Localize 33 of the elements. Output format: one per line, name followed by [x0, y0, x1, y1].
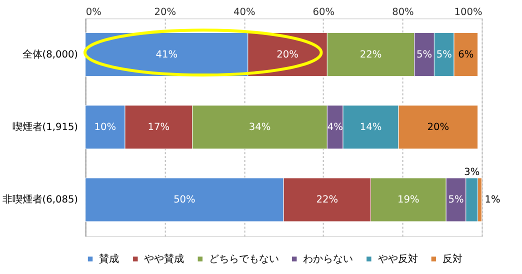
- data-label: 5%: [436, 49, 452, 60]
- data-label: 1%: [484, 194, 500, 206]
- data-label: 5%: [448, 194, 464, 206]
- x-tick-label: 60%: [312, 6, 335, 18]
- data-label: 17%: [148, 122, 170, 134]
- data-label: 22%: [360, 49, 382, 60]
- data-label: 20%: [427, 122, 450, 134]
- data-label: 34%: [248, 122, 271, 134]
- data-label: 3%: [464, 167, 480, 178]
- data-label: 41%: [156, 49, 178, 60]
- data-label: 5%: [416, 49, 432, 60]
- legend-label: 賛成: [99, 252, 120, 265]
- legend-label: やや賛成: [144, 252, 184, 265]
- y-tick-label: 非喫煙者(6,085): [2, 194, 78, 206]
- x-tick-label: 40%: [234, 6, 256, 18]
- data-label: 6%: [458, 49, 474, 60]
- x-tick-label: 80%: [392, 6, 414, 18]
- data-label: 4%: [327, 122, 343, 134]
- data-label: 19%: [398, 194, 420, 206]
- legend-label: 反対: [442, 252, 463, 265]
- legend-label: やや反対: [378, 252, 418, 265]
- data-label: 50%: [174, 194, 196, 206]
- data-label: 20%: [276, 49, 298, 60]
- x-tick-label: 0%: [86, 6, 102, 18]
- y-tick-label: 全体(8,000): [22, 48, 78, 60]
- x-tick-label: 20%: [154, 6, 176, 18]
- legend-label: どちらでもない: [208, 254, 279, 265]
- x-tick-label: 100%: [454, 6, 482, 18]
- data-label: 14%: [360, 122, 382, 134]
- y-tick-label: 喫煙者(1,915): [12, 121, 78, 134]
- legend-label: わからない: [303, 254, 354, 265]
- data-label: 10%: [94, 122, 116, 134]
- data-label: 22%: [316, 194, 338, 206]
